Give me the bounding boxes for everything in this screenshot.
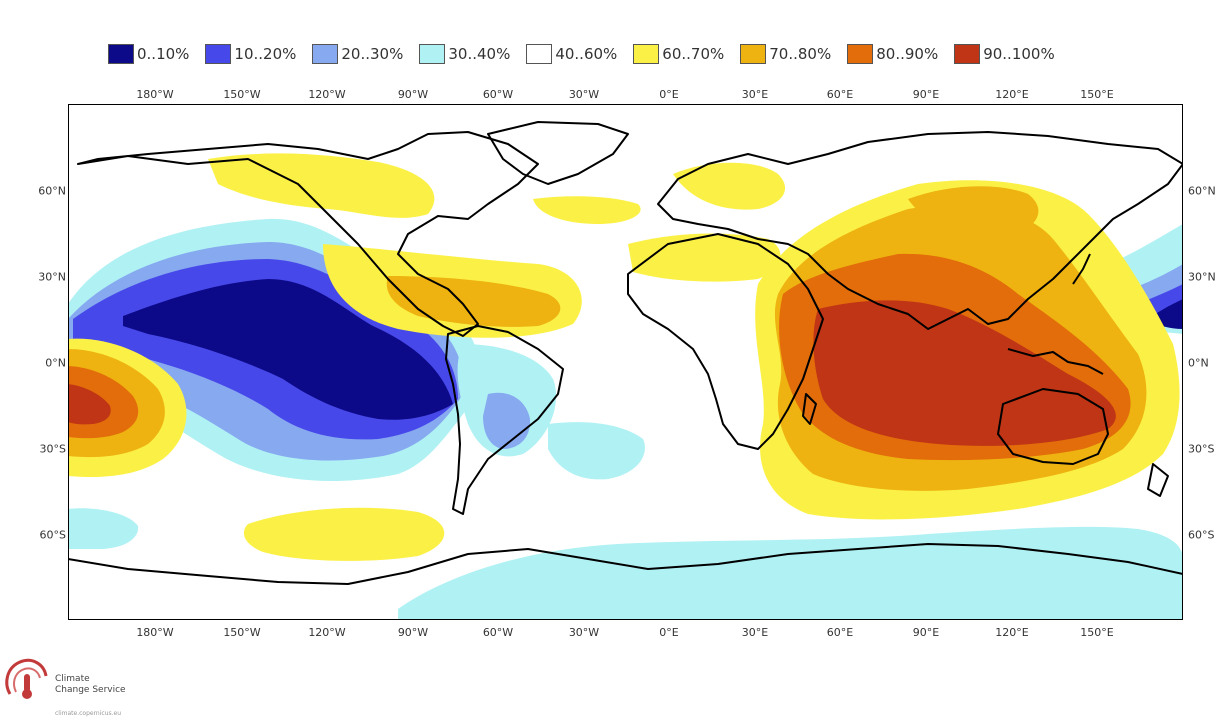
legend-swatch-10-20	[205, 44, 232, 64]
legend-label-10-20: 10..20%	[234, 45, 297, 63]
lon-label-top: 120°E	[995, 88, 1029, 101]
greenland-coast	[487, 121, 629, 185]
lon-label-bottom: 90°E	[912, 626, 940, 639]
lon-label-top: 30°W	[568, 88, 600, 101]
probability-map	[67, 104, 1184, 620]
legend-swatch-20-30	[312, 44, 339, 64]
legend-item-0-10: 0..10%	[108, 44, 189, 64]
lon-label-top: 120°W	[308, 88, 346, 101]
new-zealand-coast	[1147, 463, 1169, 497]
legend-swatch-90-100	[954, 44, 981, 64]
legend-label-70-80: 70..80%	[769, 45, 832, 63]
copernicus-logo: Climate Change Service climate.copernicu…	[0, 650, 200, 726]
lat-label-left: 60°N	[38, 184, 66, 198]
north-atlantic-60-70	[533, 196, 641, 224]
legend-label-90-100: 90..100%	[983, 45, 1055, 63]
lon-label-top: 90°E	[912, 88, 940, 101]
lon-label-bottom: 180°W	[136, 626, 174, 639]
lat-label-right: 30°S	[1188, 442, 1215, 456]
map-svg	[67, 104, 1184, 620]
lon-label-top: 180°W	[136, 88, 174, 101]
legend-label-20-30: 20..30%	[341, 45, 404, 63]
lon-label-top: 90°W	[397, 88, 429, 101]
pacific-band-0-10	[123, 279, 453, 420]
africa-coast	[627, 233, 824, 450]
legend: 0..10% 10..20% 20..30% 30..40% 40..60% 6…	[108, 42, 1055, 66]
lon-label-bottom: 0°E	[659, 626, 679, 639]
legend-swatch-60-70	[633, 44, 660, 64]
south-pacific-60-70	[243, 507, 445, 561]
madagascar-coast	[802, 393, 817, 425]
antarctic-30-40	[398, 526, 1183, 620]
map-border	[68, 104, 1183, 620]
lat-label-right: 0°N	[1188, 356, 1209, 370]
legend-item-40-60: 40..60%	[526, 44, 617, 64]
lon-label-top: 0°E	[659, 88, 679, 101]
legend-item-30-40: 30..40%	[419, 44, 510, 64]
logo-line-1: Climate	[55, 674, 90, 684]
north-america-coast	[77, 131, 539, 337]
japan-coast	[1072, 253, 1091, 285]
legend-swatch-70-80	[740, 44, 767, 64]
legend-label-80-90: 80..90%	[876, 45, 939, 63]
lon-label-top: 60°E	[826, 88, 854, 101]
lon-label-bottom: 150°W	[223, 626, 261, 639]
caribbean-70-80	[386, 276, 561, 327]
lon-label-bottom: 90°W	[397, 626, 429, 639]
lon-label-top: 30°E	[741, 88, 769, 101]
lat-label-left: 30°S	[39, 442, 66, 456]
indian-ocean-90-100	[813, 300, 1116, 446]
antarctica-coast	[67, 543, 1184, 585]
legend-item-60-70: 60..70%	[633, 44, 724, 64]
australia-coast	[997, 388, 1109, 465]
lon-label-top: 150°W	[223, 88, 261, 101]
legend-item-90-100: 90..100%	[954, 44, 1055, 64]
lat-label-right: 60°N	[1188, 184, 1216, 198]
climate-change-service-logo-icon	[5, 658, 48, 699]
lon-label-bottom: 150°E	[1080, 626, 1114, 639]
legend-item-80-90: 80..90%	[847, 44, 938, 64]
eurasia-coast	[657, 131, 1184, 330]
logo-url: climate.copernicus.eu	[55, 710, 122, 717]
lon-label-bottom: 60°E	[826, 626, 854, 639]
legend-swatch-30-40	[419, 44, 446, 64]
legend-label-60-70: 60..70%	[662, 45, 725, 63]
lon-label-bottom: 60°W	[482, 626, 514, 639]
legend-item-70-80: 70..80%	[740, 44, 831, 64]
southwest-30-40	[68, 508, 139, 549]
europe-60-70	[673, 162, 786, 210]
lon-label-top: 150°E	[1080, 88, 1114, 101]
north-pacific-60-70	[208, 153, 435, 218]
logo-line-2: Change Service	[55, 685, 126, 695]
lon-label-bottom: 30°E	[741, 626, 769, 639]
legend-swatch-0-10	[108, 44, 134, 64]
south-america-coast	[445, 325, 564, 515]
lon-label-bottom: 30°W	[568, 626, 600, 639]
lat-label-right: 60°S	[1188, 528, 1215, 542]
lon-label-top: 60°W	[482, 88, 514, 101]
lat-label-left: 30°N	[38, 270, 66, 284]
lon-label-bottom: 120°E	[995, 626, 1029, 639]
lon-label-bottom: 120°W	[308, 626, 346, 639]
legend-item-10-20: 10..20%	[205, 44, 296, 64]
lat-label-left: 0°N	[45, 356, 66, 370]
left-warm-90-100	[68, 384, 111, 425]
legend-label-40-60: 40..60%	[555, 45, 618, 63]
legend-item-20-30: 20..30%	[312, 44, 403, 64]
coastlines	[67, 121, 1184, 585]
lat-label-right: 30°N	[1188, 270, 1216, 284]
south-atlantic-30-40	[548, 422, 645, 480]
legend-swatch-80-90	[847, 44, 874, 64]
legend-label-30-40: 30..40%	[448, 45, 511, 63]
legend-swatch-40-60	[526, 44, 553, 64]
legend-label-0-10: 0..10%	[137, 45, 190, 63]
northeast-asia-70-80	[908, 186, 1039, 237]
indonesia-coast	[1007, 348, 1104, 375]
lat-label-left: 60°S	[39, 528, 66, 542]
